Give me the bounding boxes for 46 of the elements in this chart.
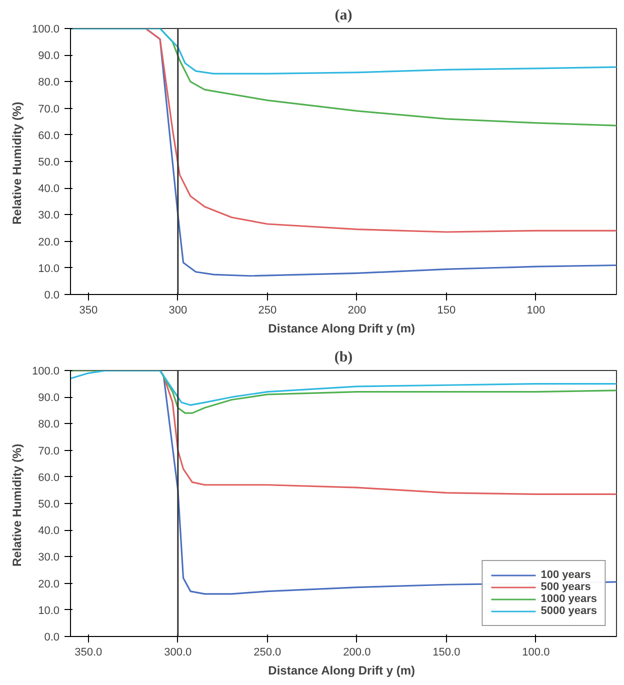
line-series	[70, 28, 616, 75]
x-tick-label: 300.0	[164, 646, 192, 658]
y-tick-label: 10.0	[38, 262, 60, 275]
y-tick-label: 30.0	[38, 552, 60, 564]
y-axis-title: Relative Humidity (%)	[10, 444, 24, 567]
x-tick-label: 350	[79, 304, 98, 316]
y-tick-label: 60.0	[38, 472, 60, 484]
x-tick-label: 250	[258, 304, 277, 316]
y-tick-label: 40.0	[38, 525, 60, 538]
legend-label: 100 years	[540, 569, 591, 581]
y-tick-label: 70.0	[38, 103, 60, 116]
y-tick-label: 0.0	[44, 290, 60, 302]
y-tick-label: 40.0	[38, 183, 60, 196]
x-tick-label: 200.0	[343, 646, 371, 658]
legend-label: 500 years	[540, 581, 591, 593]
x-tick-label: 300	[168, 304, 188, 316]
line-series	[70, 370, 616, 406]
x-tick-label: 150.0	[432, 646, 460, 658]
y-tick-label: 50.0	[38, 156, 60, 168]
y-tick-label: 100.0	[32, 366, 60, 378]
y-tick-label: 70.0	[38, 445, 60, 458]
y-tick-label: 30.0	[38, 210, 60, 222]
legend-label: 1000 years	[540, 593, 597, 605]
x-tick-label: 150	[437, 304, 456, 316]
y-tick-label: 50.0	[38, 498, 60, 510]
y-tick-label: 0.0	[44, 632, 60, 644]
y-tick-label: 80.0	[38, 418, 60, 431]
x-axis-title: Distance Along Drift y (m)	[268, 664, 416, 678]
y-tick-label: 80.0	[38, 76, 60, 89]
y-tick-label: 90.0	[38, 392, 60, 404]
y-axis-title: Relative Humidity (%)	[10, 102, 24, 225]
y-tick-label: 100.0	[32, 24, 60, 36]
legend-label: 5000 years	[540, 605, 597, 617]
y-tick-label: 60.0	[38, 130, 60, 142]
chart-title: (a)	[334, 8, 352, 24]
y-tick-label: 90.0	[38, 50, 60, 62]
x-axis-title: Distance Along Drift y (m)	[268, 322, 416, 336]
x-tick-label: 350.0	[74, 646, 102, 658]
y-tick-label: 20.0	[38, 236, 60, 248]
chart-title: (b)	[334, 350, 353, 366]
y-tick-label: 10.0	[38, 604, 60, 617]
x-tick-label: 100.0	[522, 646, 550, 658]
x-tick-label: 100	[526, 304, 546, 316]
x-tick-label: 250.0	[254, 646, 282, 658]
y-tick-label: 20.0	[38, 578, 60, 590]
x-tick-label: 200	[348, 304, 366, 316]
